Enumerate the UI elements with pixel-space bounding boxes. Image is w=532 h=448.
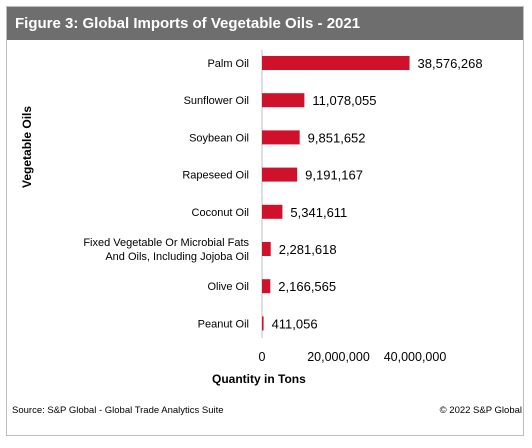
y-axis-label: Vegetable Oils <box>20 105 34 188</box>
value-label: 38,576,268 <box>418 56 483 71</box>
copyright-note: © 2022 S&P Global <box>439 405 522 416</box>
x-tick-label: 40,000,000 <box>384 350 447 364</box>
category-label: Palm Oil <box>207 58 249 70</box>
chart-frame: Figure 3: Global Imports of Vegetable Oi… <box>6 6 524 436</box>
chart-title: Figure 3: Global Imports of Vegetable Oi… <box>7 7 523 40</box>
category-label: Peanut Oil <box>198 318 249 330</box>
bar <box>262 279 271 294</box>
bar <box>262 316 264 331</box>
category-label: Fixed Vegetable Or Microbial Fats <box>83 237 249 249</box>
category-label: Coconut Oil <box>192 207 249 219</box>
x-tick-label: 20,000,000 <box>307 350 370 364</box>
bar <box>262 204 283 219</box>
value-label: 411,056 <box>272 316 318 331</box>
x-axis-label: Quantity in Tons <box>212 372 306 386</box>
category-label: Olive Oil <box>207 281 249 293</box>
value-label: 9,851,652 <box>308 130 366 145</box>
value-label: 2,281,618 <box>279 242 337 257</box>
bar <box>262 242 271 256</box>
value-label: 9,191,167 <box>305 168 363 183</box>
value-label: 5,341,611 <box>290 205 347 220</box>
category-label: Soybean Oil <box>189 132 249 144</box>
bar <box>262 130 300 145</box>
category-label: Sunflower Oil <box>184 95 249 107</box>
category-label: And Oils, Including Jojoba Oil <box>105 251 249 263</box>
value-label: 2,166,565 <box>278 279 336 294</box>
x-tick-label: 0 <box>259 350 266 364</box>
bar <box>262 56 410 70</box>
source-note: Source: S&P Global - Global Trade Analyt… <box>12 405 224 416</box>
value-label: 11,078,055 <box>312 93 376 108</box>
bar <box>262 167 298 182</box>
bar <box>262 93 305 108</box>
category-label: Rapeseed Oil <box>182 170 249 182</box>
